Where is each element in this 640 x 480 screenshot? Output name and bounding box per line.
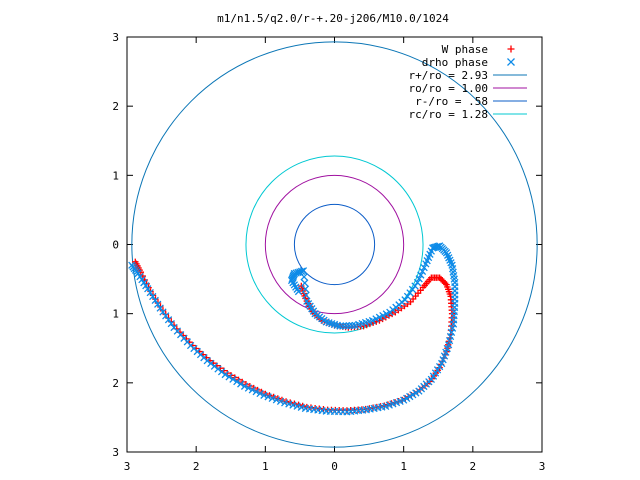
data-point <box>297 403 305 411</box>
data-point <box>433 366 442 374</box>
legend-label: rc/ro = 1.28 <box>409 108 488 121</box>
data-point <box>417 271 425 279</box>
data-point <box>431 369 440 377</box>
x-tick-label: 2 <box>470 460 477 473</box>
data-point <box>420 263 428 272</box>
data-point <box>342 322 350 330</box>
data-point <box>301 285 310 293</box>
data-point <box>293 402 301 410</box>
x-tick-label: 1 <box>400 460 407 473</box>
y-tick-label: 2 <box>112 100 119 113</box>
data-point <box>233 377 241 386</box>
circle-line <box>131 41 538 448</box>
data-point <box>167 319 175 328</box>
data-point <box>256 389 264 398</box>
x-tick-label: 1 <box>262 460 269 473</box>
data-point <box>276 397 285 406</box>
data-point <box>281 399 289 407</box>
data-point <box>438 359 446 368</box>
data-point <box>408 285 417 294</box>
data-point <box>348 321 356 330</box>
data-point <box>260 391 268 399</box>
data-point <box>149 292 157 301</box>
series-drho-phase <box>128 242 459 416</box>
data-point <box>435 362 444 371</box>
data-point <box>268 394 276 402</box>
data-point <box>237 380 245 388</box>
data-point <box>406 289 414 297</box>
data-point <box>418 267 427 275</box>
data-point <box>159 308 167 316</box>
data-point <box>339 322 347 330</box>
data-point <box>429 372 438 380</box>
data-point <box>403 292 412 301</box>
data-point <box>297 267 306 275</box>
data-point <box>162 312 170 320</box>
y-tick-label: 1 <box>112 169 119 182</box>
data-point <box>225 373 233 381</box>
x-tick-label: 0 <box>331 460 338 473</box>
data-point <box>248 386 256 394</box>
data-point <box>301 279 309 287</box>
y-tick-label: 1 <box>112 308 119 321</box>
data-point <box>229 375 237 383</box>
x-tick-label: 2 <box>193 460 200 473</box>
data-point <box>164 316 173 324</box>
y-tick-label: 3 <box>112 31 119 44</box>
legend-label: r-/ro = .58 <box>415 95 488 108</box>
data-point <box>336 322 344 330</box>
data-point <box>301 404 310 413</box>
data-point <box>244 384 253 392</box>
data-point <box>272 396 281 404</box>
data-point <box>411 282 419 290</box>
data-point <box>240 382 249 390</box>
legend-marker <box>507 58 515 66</box>
data-point <box>415 275 423 283</box>
data-point <box>156 304 164 312</box>
y-tick-label: 2 <box>112 377 119 390</box>
y-tick-label: 3 <box>112 446 119 459</box>
legend-marker <box>507 45 515 53</box>
data-point <box>302 291 310 299</box>
data-series <box>128 242 459 416</box>
circle-line <box>293 203 376 286</box>
x-tick-label: 3 <box>124 460 131 473</box>
y-tick-label: 0 <box>112 239 119 252</box>
legend-label: W phase <box>442 43 488 56</box>
legend-label: drho phase <box>422 56 488 69</box>
data-point <box>345 322 353 330</box>
data-point <box>146 288 154 297</box>
data-point <box>401 296 409 304</box>
data-point <box>252 388 260 396</box>
legend-label: r+/ro = 2.93 <box>409 69 488 82</box>
data-point <box>413 278 422 287</box>
data-point <box>300 273 308 281</box>
chart-title: m1/n1.5/q2.0/r-+.20-j206/M10.0/1024 <box>217 12 449 25</box>
x-tick-label: 3 <box>539 460 546 473</box>
data-point <box>128 261 136 269</box>
data-point <box>285 400 293 408</box>
legend-label: ro/ro = 1.00 <box>409 82 488 95</box>
data-point <box>170 323 178 332</box>
data-point <box>154 300 162 308</box>
reference-circles <box>131 41 538 448</box>
data-point <box>441 280 449 287</box>
circle-line <box>264 174 405 315</box>
circle-line <box>245 155 424 334</box>
data-point <box>299 267 308 275</box>
data-point <box>151 296 159 305</box>
data-point <box>289 401 297 409</box>
data-point <box>264 393 272 401</box>
